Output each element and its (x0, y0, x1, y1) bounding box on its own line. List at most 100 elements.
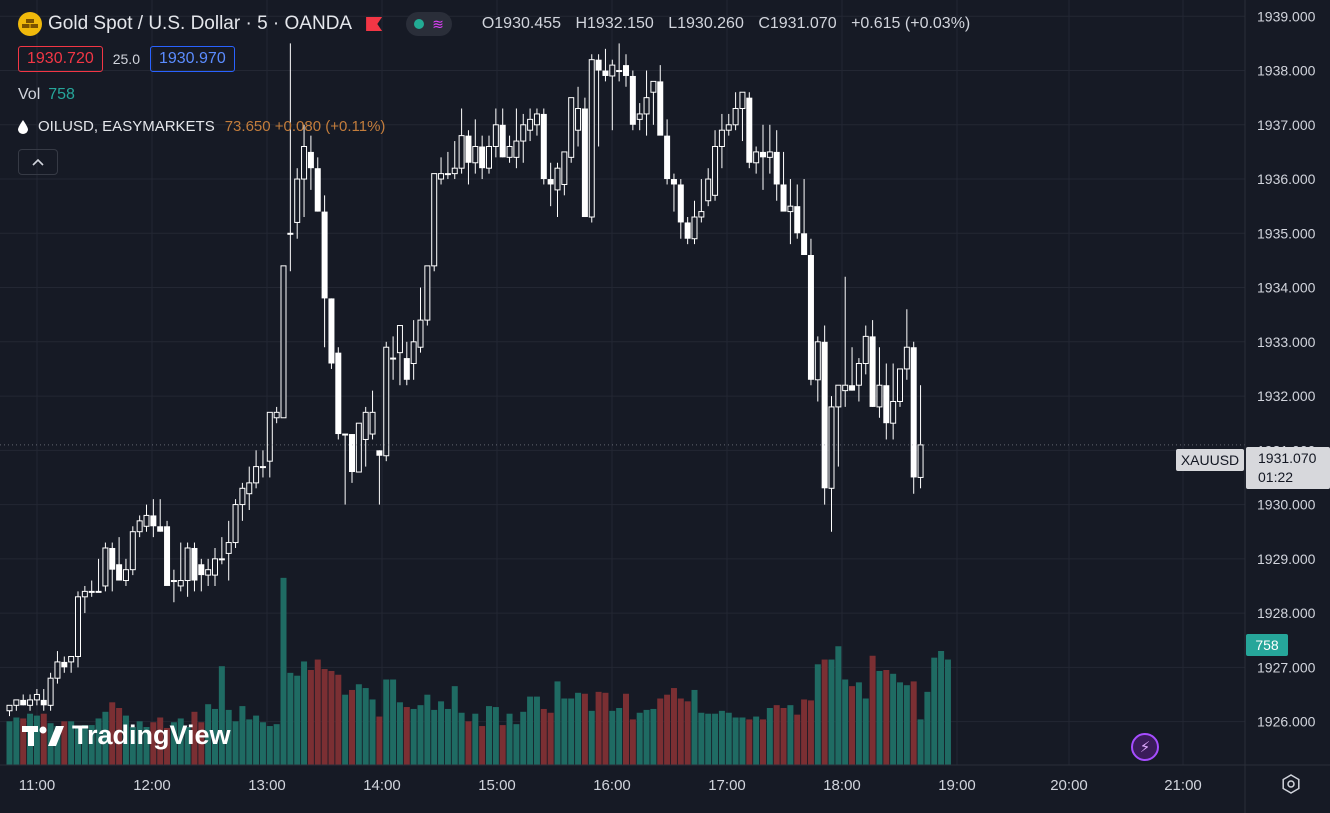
volume-bar (931, 657, 938, 765)
settings-gear-icon[interactable] (1281, 774, 1301, 794)
volume-bar (547, 712, 554, 765)
volume-bar (54, 726, 61, 765)
volume-bar (698, 712, 705, 765)
volume-bar (246, 719, 253, 765)
volume-bar (95, 718, 102, 765)
volume-bar (588, 710, 595, 765)
candle-body-up (390, 357, 397, 360)
volume-bar (602, 692, 609, 765)
candle-body-up (718, 129, 725, 147)
candle-body-up (280, 265, 287, 419)
volume-bar (88, 725, 95, 765)
volume-bar (760, 719, 766, 765)
buy-price-button[interactable]: 1930.970 (149, 46, 235, 72)
candle-body-down (164, 526, 171, 586)
compare-value: 73.650 +0.080 (+0.11%) (224, 118, 386, 135)
volume-bar (232, 721, 239, 765)
candle-body-up (643, 97, 650, 115)
candle-body-up (520, 124, 527, 142)
volume-bar (664, 694, 671, 765)
volume-bar (636, 712, 643, 765)
time-axis[interactable]: 11:00 12:00 13:00 14:00 15:00 16:00 17:00 18:00… (0, 764, 1330, 794)
price-tick-label: 1935.000 (1257, 225, 1316, 241)
sell-price-button[interactable]: 1930.720 (18, 46, 103, 72)
volume-bar (396, 702, 403, 765)
candle-body-down (794, 206, 801, 234)
volume-bar (403, 707, 410, 765)
volume-bar (157, 717, 164, 765)
candle-body-up (75, 596, 81, 657)
candle-body-down (801, 233, 808, 255)
volume-bar (150, 722, 157, 765)
candle-body-up (47, 677, 54, 706)
volume-bar (533, 696, 540, 765)
price-tick-label: 1936.000 (1257, 171, 1316, 187)
candle-body-up (218, 558, 225, 561)
volume-legend[interactable]: Vol 758 (18, 86, 980, 104)
candle-body-up (246, 482, 253, 495)
symbol-title[interactable]: Gold Spot / U.S. Dollar · 5 · OANDA (48, 13, 353, 34)
gold-bars-icon[interactable] (18, 12, 42, 36)
candle-body-up (68, 655, 75, 663)
volume-bar (424, 694, 431, 765)
volume-bar (623, 693, 629, 765)
candle-body-up (122, 569, 129, 582)
volume-bar (718, 710, 725, 765)
candle-body-up (492, 124, 499, 147)
price-tick-label: 1934.000 (1257, 280, 1316, 296)
candle-body-down (321, 211, 328, 299)
volume-bar (486, 706, 492, 765)
candle-body-down (479, 146, 486, 169)
collapse-legend-button[interactable] (18, 149, 58, 175)
volume-bar (705, 713, 712, 765)
volume-bar (479, 726, 486, 765)
candle-body-down (883, 385, 890, 424)
candle-body-up (568, 97, 575, 158)
candle-body-up (506, 145, 513, 158)
volume-bar (301, 661, 308, 765)
price-tag-countdown: 01:22 (1258, 469, 1294, 485)
trade-row: 1930.720 25.0 1930.970 (18, 46, 980, 72)
candle-body-down (746, 97, 753, 163)
compare-legend[interactable]: OILUSD, EASYMARKETS 73.650 +0.080 (+0.11… (18, 118, 980, 135)
candle-body-up (842, 384, 849, 392)
volume-bar (287, 672, 294, 765)
volume-bar (568, 698, 575, 765)
volume-bar (691, 689, 698, 765)
volume-bar (170, 722, 177, 765)
candle-body-up (616, 70, 623, 73)
market-open-dot-icon (414, 19, 425, 29)
price-tick-label: 1928.000 (1257, 605, 1316, 621)
candle-body-down (116, 564, 123, 581)
volume-bar (780, 708, 787, 765)
volume-bar (595, 691, 602, 765)
time-tick-label: 16:00 (593, 777, 631, 794)
wave-icon: ≋ (432, 15, 444, 32)
candle-body-down (760, 151, 766, 158)
tradingview-logo-icon (22, 725, 64, 746)
volume-bar (198, 722, 205, 765)
candle-body-up (691, 216, 698, 240)
volume-bar (753, 716, 760, 765)
price-tag-value: 1931.070 01:22 (1246, 447, 1330, 489)
volume-bar (801, 699, 808, 765)
flag-icon[interactable] (366, 17, 383, 31)
price-tick-label: 1932.000 (1257, 388, 1316, 404)
candle-body-up (177, 580, 184, 587)
lightning-icon[interactable]: ⚡ (1131, 733, 1159, 761)
volume-bar (828, 659, 835, 765)
candle-body-down (191, 547, 198, 581)
market-status-pill[interactable]: ≋ (406, 12, 452, 36)
volume-bar (355, 684, 362, 765)
volume-bar (842, 679, 849, 765)
candle-body-up (533, 113, 540, 126)
tradingview-logo[interactable]: TradingView (22, 720, 231, 751)
volume-bar (383, 679, 390, 765)
candle-body-up (917, 444, 924, 478)
candle-body-up (766, 151, 773, 158)
volume-bar (883, 670, 890, 765)
volume-bar (369, 699, 376, 765)
volume-bar (20, 718, 27, 765)
